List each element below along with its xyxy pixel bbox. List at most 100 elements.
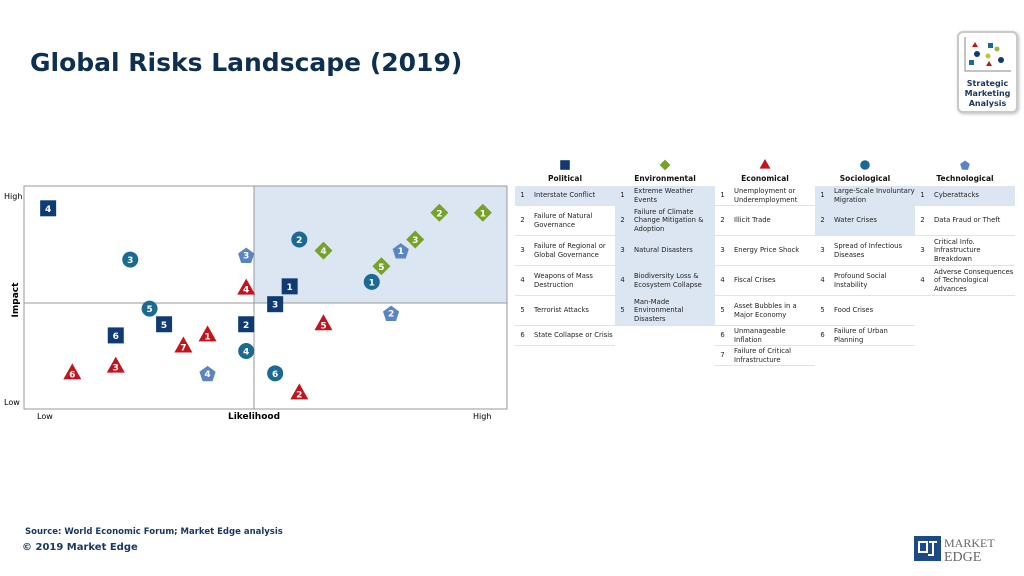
- point-label: 2: [388, 310, 394, 320]
- legend-item-text: Natural Disasters: [634, 246, 693, 255]
- legend-item-number: 4: [720, 276, 725, 285]
- legend-item: 3 Critical Info. Infrastructure Breakdown: [915, 236, 1015, 266]
- point-label: 3: [127, 256, 133, 266]
- economical-risk-point-6: 6: [63, 363, 82, 380]
- legend-item: 3 Energy Price Shock: [715, 236, 815, 266]
- point-label: 3: [243, 252, 249, 262]
- point-label: 5: [146, 305, 152, 315]
- economical-risk-point-4: 4: [237, 278, 256, 296]
- legend-item: 6 Unmanageable Inflation: [715, 326, 815, 346]
- source-note: Source: World Economic Forum; Market Edg…: [25, 527, 283, 537]
- strategic-marketing-analysis-logo: Strategic Marketing Analysis: [957, 31, 1018, 113]
- legend-item: 2 Water Crises: [815, 206, 915, 236]
- legend-item-text: Energy Price Shock: [734, 246, 800, 255]
- point-label: 1: [204, 332, 210, 342]
- point-label: 3: [272, 301, 278, 311]
- environmental-risk-point-5: 5: [372, 257, 391, 276]
- legend-item: 6 State Collapse or Crisis: [515, 326, 615, 346]
- y-axis-label: Impact: [11, 282, 21, 318]
- legend-item: 2 Illicit Trade: [715, 206, 815, 236]
- legend-item-text: Failure of Natural Governance: [534, 212, 593, 229]
- legend-item-number: 2: [920, 216, 925, 225]
- legend-item-text: Failure of Regional or Global Governance: [534, 242, 606, 259]
- market-edge-logo: MARKET EDGE: [914, 535, 1004, 565]
- plot-frame: [23, 185, 508, 410]
- legend-item-text: Profound Social Instability: [834, 272, 887, 289]
- logo-text: Analysis: [968, 99, 1007, 108]
- legend-item-number: 3: [920, 246, 925, 255]
- economical-risk-point-1: 1: [198, 325, 217, 342]
- legend-header: Sociological: [839, 174, 891, 183]
- legend-item: 4 Weapons of Mass Destruction: [515, 266, 615, 296]
- legend-item: 2 Failure of Climate Change Mitigation & …: [615, 206, 715, 236]
- legend-item-number: 5: [520, 306, 525, 315]
- diamond-icon: [615, 158, 715, 172]
- point-label: 6: [272, 370, 278, 380]
- economical-risk-point-7: 7: [174, 336, 193, 354]
- legend-item-number: 2: [820, 216, 825, 225]
- logo-text: Marketing: [964, 89, 1011, 98]
- legend-item-number: 3: [820, 246, 825, 255]
- triangle-icon: [715, 158, 815, 172]
- legend-item-number: 6: [720, 331, 725, 340]
- legend-item-text: Interstate Conflict: [534, 191, 596, 200]
- legend-column-political: Political 1 Interstate Conflict 2 Failure of…: [515, 158, 615, 346]
- legend-item-text: Failure of Climate Change Mitigation & A…: [634, 207, 704, 233]
- point-label: 1: [398, 247, 404, 257]
- x-tick-low: Low: [37, 412, 53, 421]
- legend-item-number: 3: [720, 246, 725, 255]
- technological-risk-point-3: 3: [238, 247, 255, 264]
- sociological-risk-point-4: 4: [238, 343, 255, 360]
- technological-risk-point-1: 1: [392, 243, 409, 259]
- sociological-risk-point-1: 1: [363, 273, 380, 290]
- legend-item-number: 3: [520, 246, 525, 255]
- legend-item-text: Terrorist Attacks: [534, 306, 589, 315]
- legend-item-number: 4: [920, 276, 925, 285]
- economical-risk-point-5: 5: [314, 314, 333, 331]
- legend-item: 3 Natural Disasters: [615, 236, 715, 266]
- svg-text:MARKET: MARKET: [944, 536, 995, 550]
- legend-item-number: 2: [520, 216, 525, 225]
- point-label: 4: [45, 205, 51, 215]
- legend-item-number: 1: [720, 191, 725, 200]
- political-risk-point-6: 6: [107, 327, 124, 344]
- environmental-risk-point-4: 4: [314, 241, 333, 260]
- legend-item-text: Unemployment or Underemployment: [734, 187, 798, 204]
- legend-item-text: Large-Scale Involuntary Migration: [834, 187, 915, 204]
- svg-text:EDGE: EDGE: [944, 550, 981, 563]
- legend-item: 5 Terrorist Attacks: [515, 296, 615, 326]
- legend-item: 5 Food Crises: [815, 296, 915, 326]
- point-label: 4: [243, 348, 249, 358]
- pentagon-icon: [915, 158, 1015, 172]
- point-label: 4: [243, 286, 249, 296]
- legend-item-number: 6: [820, 331, 825, 340]
- x-tick-high: High: [473, 412, 491, 421]
- legend-column-economical: Economical 1 Unemployment or Underemployme…: [715, 158, 815, 366]
- legend-item-number: 4: [620, 276, 625, 285]
- point-label: 7: [180, 344, 186, 354]
- legend-column-sociological: Sociological 1 Large-Scale Involuntary Mig…: [815, 158, 915, 346]
- environmental-risk-point-1: 1: [473, 203, 492, 222]
- legend-item: 1 Extreme Weather Events: [615, 186, 715, 206]
- economical-risk-point-2: 2: [290, 383, 309, 400]
- legend-item-number: 4: [520, 276, 525, 285]
- legend-header: Political: [547, 174, 583, 183]
- legend-item-number: 4: [820, 276, 825, 285]
- legend-item-text: Illicit Trade: [734, 216, 771, 225]
- point-label: 5: [161, 321, 167, 331]
- sociological-risk-point-6: 6: [267, 365, 284, 382]
- point-label: 4: [204, 370, 210, 380]
- legend-item: 1 Cyberattacks: [915, 186, 1015, 206]
- legend-item-text: Fiscal Crises: [734, 276, 776, 285]
- page-title: Global Risks Landscape (2019): [30, 48, 463, 77]
- legend-item: 4 Biodiversity Loss & Ecosystem Collapse: [615, 266, 715, 296]
- circle-icon: [815, 158, 915, 172]
- legend-item: 1 Unemployment or Underemployment: [715, 186, 815, 206]
- point-label: 2: [436, 209, 442, 219]
- political-risk-point-3: 3: [267, 296, 284, 313]
- economical-risk-point-3: 3: [106, 356, 125, 374]
- technological-risk-point-4: 4: [199, 365, 216, 382]
- legend-item-text: Data Fraud or Theft: [934, 216, 1001, 225]
- copyright: © 2019 Market Edge: [22, 542, 138, 553]
- legend-header: Economical: [741, 174, 789, 183]
